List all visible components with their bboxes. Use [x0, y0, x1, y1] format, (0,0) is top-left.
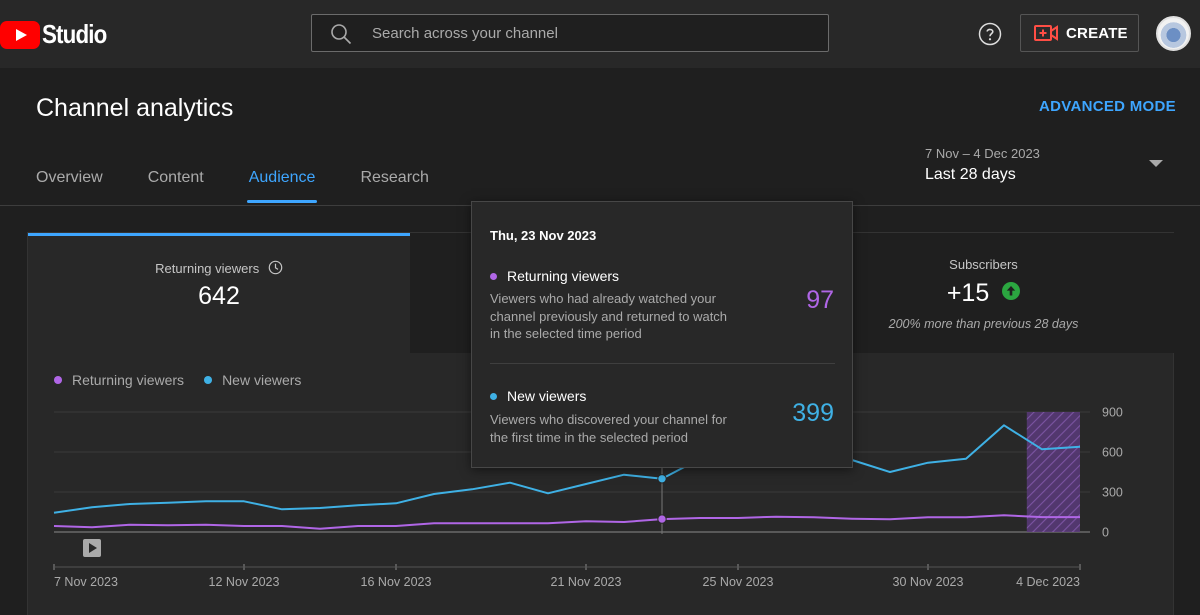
tab-overview[interactable]: Overview — [36, 169, 103, 186]
tooltip-title: New viewers — [507, 388, 587, 404]
tooltip-divider — [490, 363, 835, 364]
x-tick-label: 21 Nov 2023 — [551, 575, 622, 589]
arrow-up-icon — [1002, 282, 1021, 300]
create-label: CREATE — [1066, 24, 1128, 42]
partial-period-region — [1026, 412, 1080, 532]
tooltip-title-returning: Returning viewers — [490, 268, 619, 284]
y-tick-label: 600 — [1102, 446, 1123, 460]
tab-audience[interactable]: Audience — [246, 169, 318, 205]
analytics-tabs: Overview Content Audience Research — [36, 169, 474, 205]
metric-value: 642 — [198, 282, 240, 310]
metric-returning-viewers[interactable]: Returning viewers 642 — [28, 233, 410, 353]
top-bar: Studio CREATE — [0, 0, 1200, 68]
legend-dot — [204, 376, 213, 384]
logo-text: Studio — [42, 19, 107, 49]
series-line-new-viewers[interactable] — [53, 424, 1081, 514]
add-video-icon — [1034, 25, 1058, 41]
chart-tooltip: Thu, 23 Nov 2023 Returning viewers Viewe… — [471, 201, 853, 468]
youtube-logo-icon — [0, 20, 40, 49]
tab-content[interactable]: Content — [147, 169, 204, 186]
metric-label: Subscribers — [949, 257, 1018, 272]
y-tick-label: 0 — [1102, 526, 1109, 540]
clock-icon — [268, 260, 283, 275]
tooltip-title: Returning viewers — [507, 268, 620, 284]
chevron-down-icon[interactable] — [1149, 160, 1163, 167]
x-tick-label: 4 Dec 2023 — [1016, 575, 1080, 589]
x-tick-label: 16 Nov 2023 — [361, 575, 432, 589]
legend-dot — [54, 376, 62, 384]
chart-legend: Returning viewers New viewers — [54, 372, 321, 388]
tooltip-description: Viewers who had already watched your cha… — [490, 291, 728, 341]
tooltip-dot — [490, 392, 497, 400]
legend-returning-viewers[interactable]: Returning viewers — [54, 372, 184, 388]
tooltip-description: Viewers who discovered your channel for … — [490, 412, 727, 445]
data-point[interactable] — [657, 514, 667, 524]
avatar[interactable] — [1156, 16, 1191, 51]
search-input[interactable] — [372, 15, 812, 51]
y-tick-label: 300 — [1102, 486, 1123, 500]
x-tick-label: 12 Nov 2023 — [209, 575, 280, 589]
search-box[interactable] — [311, 14, 829, 52]
page-title: Channel analytics — [36, 94, 234, 122]
advanced-mode-button[interactable]: ADVANCED MODE — [1039, 98, 1176, 115]
x-tick-label: 25 Nov 2023 — [703, 575, 774, 589]
create-button[interactable]: CREATE — [1020, 14, 1139, 52]
metric-value: +15 — [946, 279, 990, 307]
metric-comparison: 200% more than previous 28 days — [888, 317, 1079, 331]
metric-subscribers[interactable]: Subscribers +15 200% more than previous … — [792, 233, 1175, 353]
date-range-text[interactable]: 7 Nov – 4 Dec 2023 — [925, 146, 1040, 161]
tooltip-value: 97 — [806, 286, 834, 314]
tooltip-value: 399 — [792, 399, 834, 427]
data-point[interactable] — [657, 474, 667, 484]
tab-research[interactable]: Research — [360, 169, 429, 186]
help-icon[interactable] — [978, 22, 1002, 46]
series-line-returning-viewers[interactable] — [53, 514, 1080, 530]
legend-label: Returning viewers — [72, 372, 185, 388]
tooltip-dot — [490, 272, 497, 280]
date-period-label[interactable]: Last 28 days — [925, 166, 1016, 183]
search-icon[interactable] — [330, 23, 352, 45]
x-tick-label: 7 Nov 2023 — [54, 575, 118, 589]
metric-label: Returning viewers — [155, 261, 260, 276]
tooltip-title-new: New viewers — [490, 388, 586, 404]
y-tick-label: 900 — [1102, 406, 1123, 420]
x-tick-label: 30 Nov 2023 — [893, 575, 964, 589]
studio-logo[interactable]: Studio — [0, 19, 117, 50]
play-icon[interactable] — [83, 539, 101, 557]
legend-new-viewers[interactable]: New viewers — [204, 372, 301, 388]
legend-label: New viewers — [222, 372, 302, 388]
tooltip-date: Thu, 23 Nov 2023 — [490, 228, 597, 243]
